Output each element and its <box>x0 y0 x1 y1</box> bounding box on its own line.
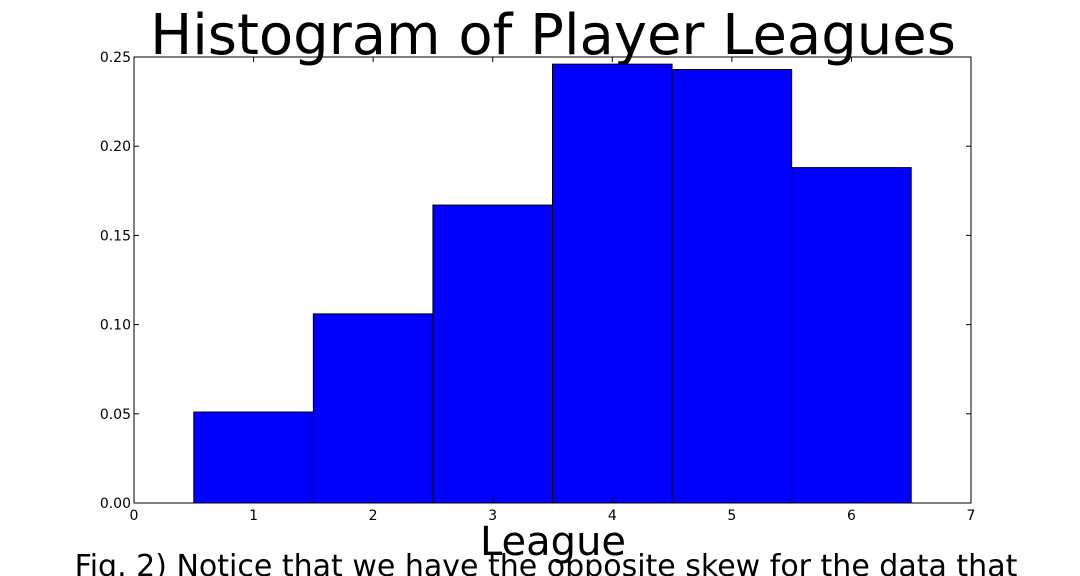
plot-area <box>193 63 912 504</box>
x-axis-label: League <box>480 519 626 565</box>
y-tick-label: 0.10 <box>100 318 131 334</box>
histogram-bar-league-6 <box>791 167 912 504</box>
chart-title: Histogram of Player Leagues <box>150 3 956 68</box>
x-tick-label: 5 <box>727 508 736 524</box>
y-tick-label: 0.25 <box>100 50 131 66</box>
x-tick-label: 2 <box>369 508 378 524</box>
histogram-bar-league-2 <box>312 313 434 504</box>
y-axis-ticks: 0.00 0.05 0.10 0.15 0.20 0.25 <box>100 50 971 512</box>
histogram-bar-league-3 <box>432 204 553 504</box>
histogram-bar-league-5 <box>671 68 793 504</box>
x-tick-label: 3 <box>488 508 497 524</box>
plot-frame <box>133 56 972 504</box>
y-tick-label: 0.20 <box>100 139 131 155</box>
x-tick-label: 4 <box>608 508 617 524</box>
x-tick-label: 7 <box>967 508 976 524</box>
y-tick-label: 0.00 <box>100 496 131 512</box>
x-axis-ticks: 0 1 2 3 4 5 6 7 <box>130 57 976 524</box>
x-tick-label: 6 <box>847 508 856 524</box>
histogram-bar-league-4 <box>552 63 673 504</box>
x-tick-label: 0 <box>130 508 139 524</box>
x-tick-label: 1 <box>249 508 258 524</box>
figure-caption: Fig. 2) Notice that we have the opposite… <box>75 549 1018 576</box>
y-tick-label: 0.15 <box>100 228 131 244</box>
histogram-bar-league-1 <box>193 411 314 504</box>
y-tick-label: 0.05 <box>100 407 131 423</box>
